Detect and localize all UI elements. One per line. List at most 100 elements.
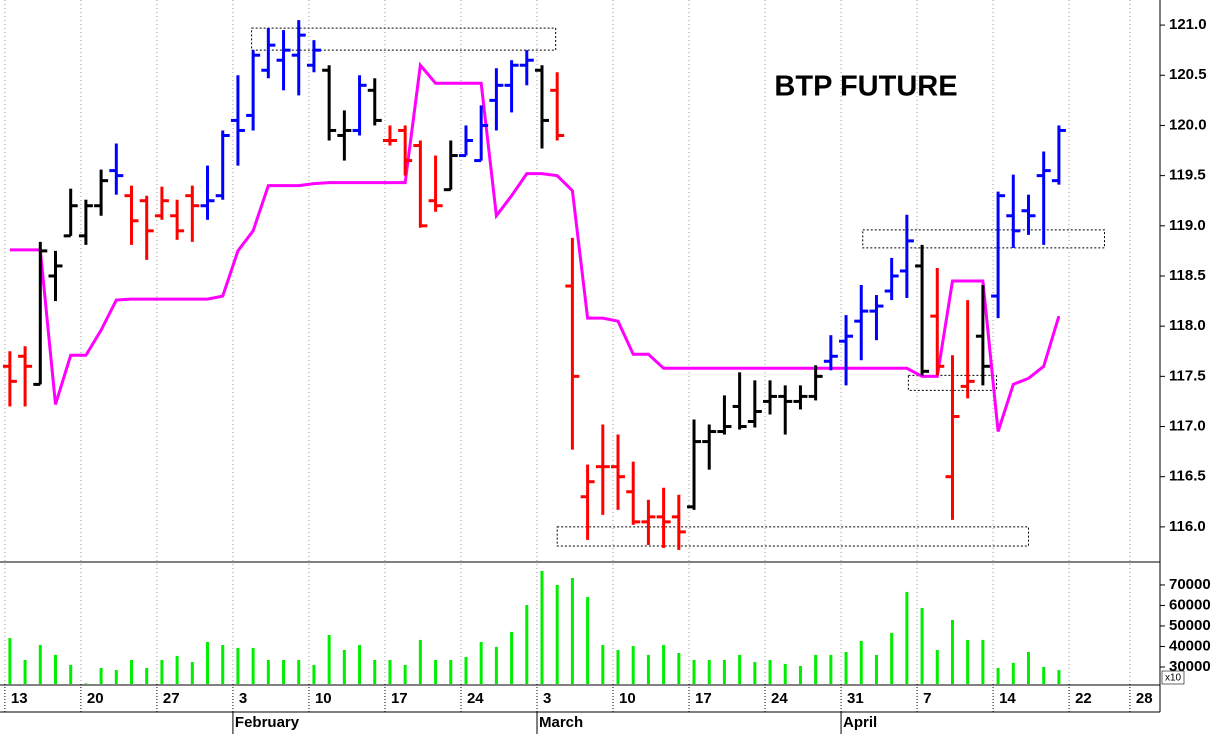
month-label: March xyxy=(539,714,583,731)
x-tick-label: 24 xyxy=(771,690,788,707)
volume-bar xyxy=(494,646,498,684)
y-tick-label: 120.0 xyxy=(1169,116,1207,133)
volume-bar xyxy=(662,645,666,684)
volume-bar xyxy=(707,660,711,684)
volume-bar xyxy=(1042,666,1046,684)
signal-line xyxy=(9,61,1061,432)
volume-bar xyxy=(905,591,909,684)
volume-bar xyxy=(221,645,225,684)
volume-bar xyxy=(586,597,590,684)
volume-bar xyxy=(753,662,757,684)
volume-bar xyxy=(844,652,848,684)
volume-unit: x10 xyxy=(1165,673,1182,684)
y-tick-label: 119.5 xyxy=(1169,167,1206,184)
volume-tick-label: 40000 xyxy=(1169,637,1211,654)
x-tick-label: 13 xyxy=(11,690,28,707)
x-tick-label: 20 xyxy=(87,690,104,707)
x-tick-label: 3 xyxy=(239,690,247,707)
volume-bar xyxy=(449,660,453,684)
volume-bar xyxy=(388,660,392,684)
volume-bar xyxy=(266,660,270,684)
y-tick-label: 119.0 xyxy=(1169,217,1206,234)
volume-tick-label: 70000 xyxy=(1169,576,1211,593)
volume-bar xyxy=(251,647,255,684)
volume-bar xyxy=(966,639,970,684)
volume-bar xyxy=(555,584,559,684)
volume-bar xyxy=(130,660,134,684)
volume-bar xyxy=(434,660,438,684)
volume-bar xyxy=(53,654,57,684)
y-tick-label: 116.5 xyxy=(1169,468,1206,485)
level-box xyxy=(251,27,557,51)
volume-bar xyxy=(798,665,802,684)
x-tick-label: 24 xyxy=(467,690,484,707)
volume-bar xyxy=(510,631,514,684)
volume-bar xyxy=(981,639,985,684)
volume-bar xyxy=(23,660,27,684)
volume-bar xyxy=(616,649,620,684)
volume-bar xyxy=(935,649,939,684)
month-label: April xyxy=(843,714,877,731)
x-tick-label: 10 xyxy=(619,690,636,707)
volume-bar xyxy=(950,620,954,684)
volume-bar xyxy=(525,605,529,684)
volume-bar xyxy=(312,664,316,684)
volume-bar xyxy=(722,660,726,684)
x-tick-label: 7 xyxy=(923,690,931,707)
volume-bar xyxy=(920,607,924,684)
volume-bar xyxy=(1057,670,1061,684)
volume-bar xyxy=(69,664,73,684)
volume-bar xyxy=(1011,662,1015,684)
y-tick-label: 118.5 xyxy=(1169,267,1206,284)
volume-bar xyxy=(373,660,377,684)
x-tick-label: 17 xyxy=(695,690,712,707)
volume-tick-label: 30000 xyxy=(1169,658,1211,675)
volume-bar xyxy=(1026,652,1030,684)
volume-bar xyxy=(631,646,635,684)
volume-bar xyxy=(38,645,42,684)
volume-bar xyxy=(570,577,574,684)
level-box xyxy=(556,526,1029,547)
volume-bar xyxy=(114,670,118,684)
volume-bar xyxy=(738,654,742,684)
x-tick-label: 31 xyxy=(847,690,864,707)
volume-bar xyxy=(342,649,346,684)
x-tick-label: 22 xyxy=(1075,690,1092,707)
volume-bar xyxy=(601,645,605,684)
y-tick-label: 116.0 xyxy=(1169,518,1206,535)
y-tick-label: 117.0 xyxy=(1169,417,1206,434)
volume-bar xyxy=(403,664,407,684)
x-tick-label: 17 xyxy=(391,690,408,707)
volume-bar xyxy=(859,640,863,684)
volume-bar xyxy=(206,641,210,684)
y-tick-label: 118.0 xyxy=(1169,317,1206,334)
x-tick-label: 10 xyxy=(315,690,332,707)
volume-bar xyxy=(814,654,818,684)
volume-bar xyxy=(829,654,833,684)
volume-bar xyxy=(996,668,1000,684)
y-tick-label: 117.5 xyxy=(1169,367,1206,384)
volume-bar xyxy=(99,668,103,684)
volume-bar xyxy=(175,655,179,684)
volume-bar xyxy=(890,632,894,684)
unit-box xyxy=(1161,670,1185,685)
volume-bar xyxy=(768,660,772,684)
volume-tick-label: 60000 xyxy=(1169,596,1211,613)
x-tick-label: 3 xyxy=(543,690,551,707)
volume-bar xyxy=(692,660,696,684)
y-tick-label: 121.0 xyxy=(1169,16,1207,33)
volume-bar xyxy=(646,654,650,684)
volume-tick-label: 50000 xyxy=(1169,617,1211,634)
volume-bar xyxy=(358,645,362,684)
x-tick-label: 14 xyxy=(999,690,1016,707)
level-box xyxy=(862,229,1106,249)
x-tick-label: 28 xyxy=(1136,690,1153,707)
volume-bar xyxy=(8,638,12,684)
volume-bar xyxy=(418,639,422,684)
y-tick-label: 120.5 xyxy=(1169,66,1207,83)
volume-bar xyxy=(145,668,149,684)
chart-title: BTP FUTURE xyxy=(774,71,957,103)
